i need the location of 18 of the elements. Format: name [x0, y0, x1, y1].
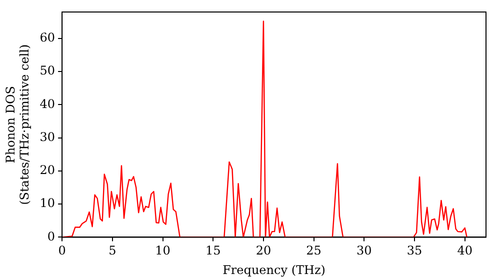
y-tick-label: 30 [40, 130, 56, 144]
y-tick-label: 40 [40, 96, 56, 111]
x-tick-label: 20 [256, 244, 272, 258]
x-tick-label: 30 [356, 244, 372, 258]
x-tick-label: 40 [457, 244, 472, 258]
x-tick-label: 25 [306, 244, 322, 258]
y-tick-label: 20 [40, 163, 56, 178]
y-tick-label: 10 [40, 196, 56, 210]
x-tick-label: 35 [406, 244, 422, 258]
y-tick-label: 60 [40, 30, 56, 45]
x-tick-label: 0 [58, 244, 66, 258]
x-axis-title: Frequency (THz) [222, 262, 326, 277]
y-axis-title: Phonon DOS (States/THz·primitive cell) [3, 44, 32, 205]
x-tick-label: 5 [108, 244, 116, 258]
y-tick-label: 50 [40, 64, 56, 78]
x-tick-label: 10 [155, 244, 170, 258]
x-tick-label: 15 [205, 244, 221, 258]
y-tick-label: 0 [47, 229, 56, 244]
